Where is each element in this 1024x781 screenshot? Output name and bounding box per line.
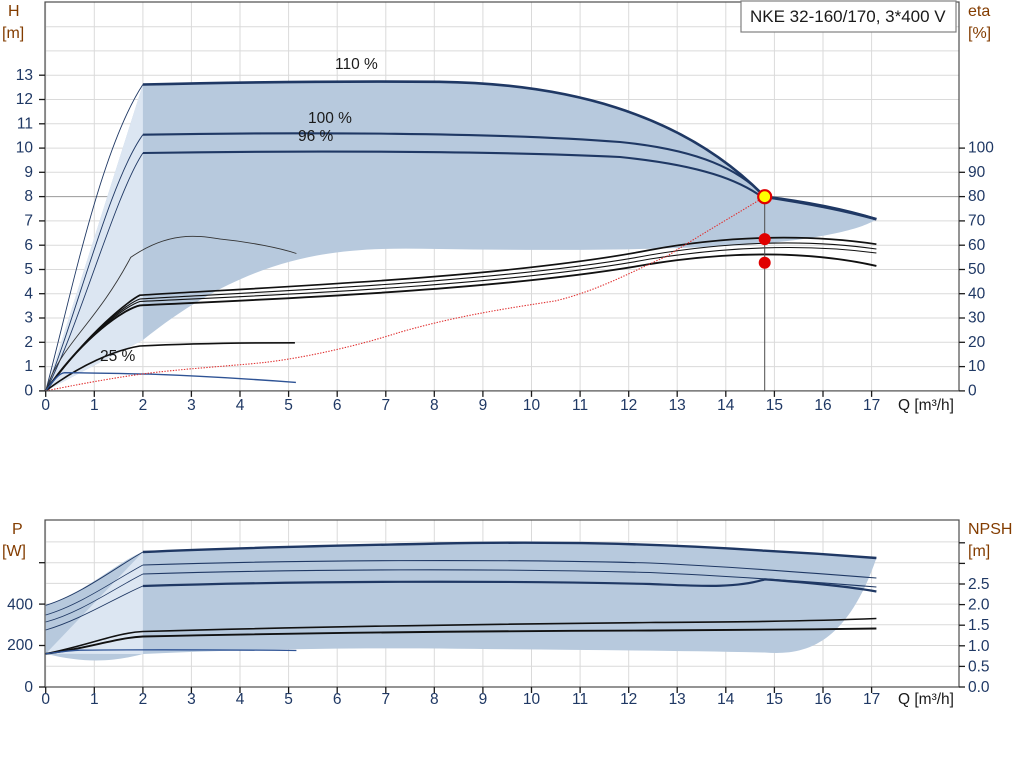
svg-text:H: H — [8, 3, 20, 20]
svg-text:96 %: 96 % — [298, 128, 334, 145]
svg-text:9: 9 — [24, 164, 33, 181]
svg-text:11: 11 — [572, 397, 588, 414]
svg-text:7: 7 — [381, 397, 390, 414]
svg-text:10: 10 — [523, 397, 541, 414]
svg-text:7: 7 — [24, 213, 33, 230]
svg-text:7: 7 — [381, 691, 390, 708]
svg-text:8: 8 — [430, 691, 439, 708]
svg-text:90: 90 — [968, 164, 986, 181]
svg-text:[m]: [m] — [2, 25, 24, 42]
svg-text:3: 3 — [187, 397, 196, 414]
svg-text:10: 10 — [16, 140, 34, 157]
svg-text:[%]: [%] — [968, 25, 991, 42]
svg-text:2.0: 2.0 — [968, 597, 990, 614]
svg-text:eta: eta — [968, 3, 990, 20]
svg-text:20: 20 — [968, 334, 986, 351]
svg-text:17: 17 — [863, 397, 880, 414]
svg-text:0: 0 — [968, 383, 977, 400]
svg-text:110 %: 110 % — [335, 56, 378, 73]
svg-text:100 %: 100 % — [308, 110, 352, 127]
svg-text:400: 400 — [7, 596, 33, 613]
svg-text:12: 12 — [16, 91, 33, 108]
svg-text:9: 9 — [479, 691, 488, 708]
svg-text:0: 0 — [41, 397, 50, 414]
svg-text:13: 13 — [669, 691, 686, 708]
svg-text:9: 9 — [479, 397, 488, 414]
svg-text:8: 8 — [24, 188, 33, 205]
svg-text:1: 1 — [90, 397, 99, 414]
svg-text:15: 15 — [766, 691, 783, 708]
svg-text:2: 2 — [24, 334, 33, 351]
svg-text:70: 70 — [968, 213, 986, 230]
svg-text:1.5: 1.5 — [968, 617, 990, 634]
svg-text:200: 200 — [7, 637, 33, 654]
svg-text:16: 16 — [814, 691, 831, 708]
svg-text:0: 0 — [24, 679, 33, 696]
svg-text:60: 60 — [968, 237, 986, 254]
svg-text:11: 11 — [572, 691, 588, 708]
svg-text:30: 30 — [968, 310, 986, 327]
svg-text:1.0: 1.0 — [968, 638, 990, 655]
svg-text:12: 12 — [620, 691, 637, 708]
svg-text:NPSH: NPSH — [968, 521, 1012, 538]
svg-text:6: 6 — [333, 397, 342, 414]
svg-text:13: 13 — [16, 67, 33, 84]
svg-text:0.5: 0.5 — [968, 658, 990, 675]
svg-text:25 %: 25 % — [100, 348, 136, 365]
svg-text:NKE 32-160/170, 3*400 V: NKE 32-160/170, 3*400 V — [750, 7, 946, 26]
svg-text:0: 0 — [24, 383, 33, 400]
svg-text:[m]: [m] — [968, 543, 990, 560]
svg-text:10: 10 — [523, 691, 541, 708]
svg-text:4: 4 — [236, 397, 245, 414]
svg-text:17: 17 — [863, 691, 880, 708]
svg-text:[W]: [W] — [2, 543, 26, 560]
svg-text:4: 4 — [236, 691, 245, 708]
svg-text:14: 14 — [717, 691, 735, 708]
svg-text:Q [m³/h]: Q [m³/h] — [898, 691, 954, 708]
svg-text:0: 0 — [41, 691, 50, 708]
svg-text:6: 6 — [24, 237, 33, 254]
svg-text:14: 14 — [717, 397, 735, 414]
svg-text:5: 5 — [284, 397, 293, 414]
svg-text:P: P — [12, 521, 23, 538]
svg-text:80: 80 — [968, 188, 986, 205]
svg-text:15: 15 — [766, 397, 783, 414]
svg-text:5: 5 — [284, 691, 293, 708]
svg-text:1: 1 — [24, 358, 33, 375]
svg-text:8: 8 — [430, 397, 439, 414]
svg-text:4: 4 — [24, 285, 33, 302]
svg-text:100: 100 — [968, 140, 994, 157]
svg-text:6: 6 — [333, 691, 342, 708]
svg-text:2: 2 — [139, 397, 148, 414]
svg-text:2: 2 — [139, 691, 148, 708]
svg-text:16: 16 — [814, 397, 831, 414]
svg-text:2.5: 2.5 — [968, 576, 990, 593]
svg-text:3: 3 — [187, 691, 196, 708]
svg-text:12: 12 — [620, 397, 637, 414]
svg-text:5: 5 — [24, 261, 33, 278]
svg-text:11: 11 — [17, 115, 33, 132]
svg-text:0.0: 0.0 — [968, 679, 990, 696]
svg-text:3: 3 — [24, 310, 33, 327]
svg-text:10: 10 — [968, 358, 986, 375]
svg-text:1: 1 — [90, 691, 99, 708]
svg-text:40: 40 — [968, 285, 986, 302]
svg-text:Q [m³/h]: Q [m³/h] — [898, 397, 954, 414]
svg-text:13: 13 — [669, 397, 686, 414]
svg-text:50: 50 — [968, 261, 986, 278]
